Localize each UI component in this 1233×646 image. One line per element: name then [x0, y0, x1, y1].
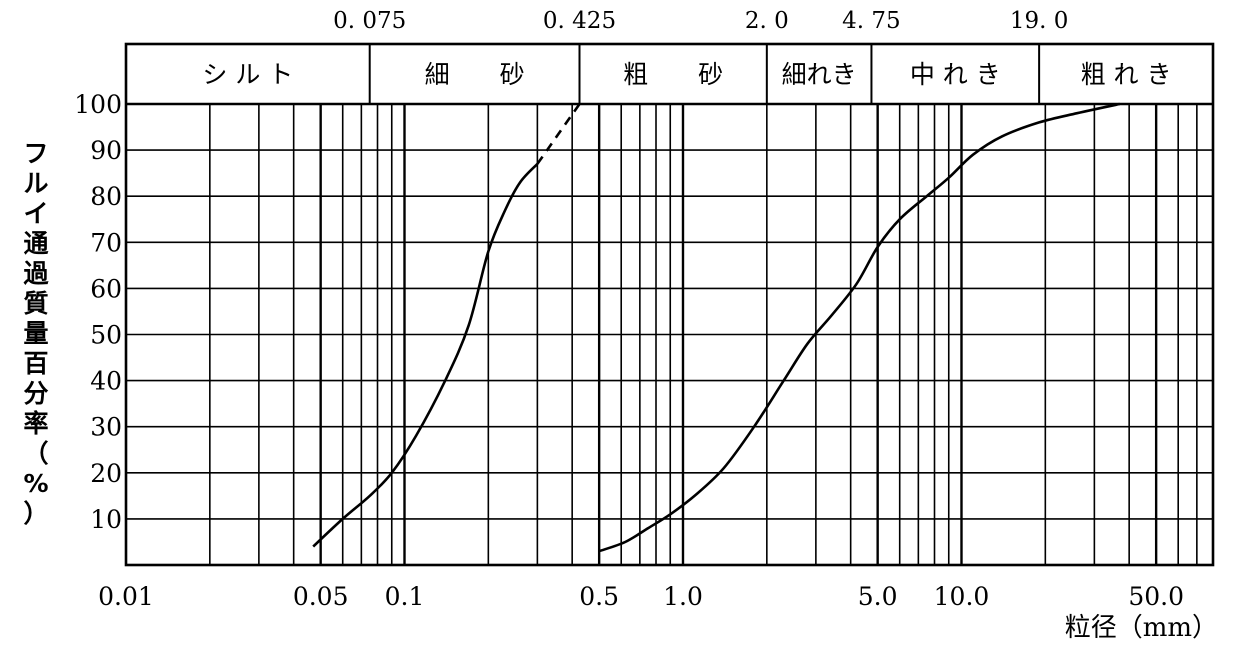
soil-class-label: 中 れ き	[910, 60, 1001, 89]
chart-frame	[124, 42, 1215, 567]
y-axis-label-char: フ	[23, 139, 48, 168]
x-tick-label: 1.0	[663, 582, 703, 611]
y-axis-label-char: 量	[23, 319, 48, 348]
y-axis-label-char: 質	[23, 289, 48, 318]
y-tick-label: 60	[90, 274, 122, 303]
gradation-curve	[598, 102, 1120, 553]
soil-class-label: 細 砂	[425, 60, 525, 89]
y-tick-label: 80	[90, 182, 122, 211]
y-tick-label: 40	[90, 367, 122, 396]
soil-class-label: シ ル ト	[202, 60, 293, 89]
x-tick-label: 0.05	[293, 582, 349, 611]
y-tick-label: 50	[90, 321, 122, 350]
y-axis-label: フルイ通過質量百分率（%）	[23, 139, 49, 528]
y-axis-label-char: 通	[23, 229, 48, 258]
y-tick-label: 10	[90, 505, 122, 534]
x-tick-label: 50.0	[1128, 582, 1184, 611]
boundary-label: 19. 0	[1010, 8, 1069, 34]
y-tick-label: 30	[90, 413, 122, 442]
boundary-label: 2. 0	[745, 8, 789, 34]
y-axis-label-char: イ	[23, 199, 48, 228]
y-axis-label-char: 過	[23, 259, 49, 288]
y-axis-label-char: ル	[23, 169, 48, 198]
y-axis-label-char: ）	[23, 499, 48, 528]
gradation-curve	[312, 162, 539, 548]
y-axis-label-char: 百	[23, 349, 48, 378]
grid-layer	[126, 103, 1213, 565]
curve-layer	[312, 102, 1120, 553]
y-tick-label: 70	[90, 228, 122, 257]
y-axis-label-char: 率	[23, 409, 48, 438]
boundary-label: 0. 075	[333, 8, 406, 34]
y-axis-label-char: （	[23, 439, 48, 468]
y-tick-label: 20	[90, 459, 122, 488]
x-tick-label: 0.1	[385, 582, 425, 611]
y-tick-label: 100	[74, 90, 122, 119]
boundary-label: 4. 75	[842, 8, 901, 34]
y-tick-label: 90	[90, 136, 122, 165]
gradation-curve-dashed	[536, 103, 581, 165]
soil-class-band: シ ル ト 細 砂 粗 砂 細れき 中 れ き 粗 れ き	[202, 44, 1172, 104]
y-axis-label-char: %	[23, 469, 48, 498]
label-layer: 0. 075 0. 425 2. 0 4. 75 19. 0 10 20 30 40 50 60 70…	[74, 8, 1184, 611]
x-tick-label: 0.01	[98, 582, 154, 611]
x-tick-label: 5.0	[858, 582, 898, 611]
x-axis-label: 粒径（mm）	[1065, 613, 1218, 643]
boundary-label: 0. 425	[543, 8, 616, 34]
x-tick-label: 0.5	[579, 582, 619, 611]
soil-class-label: 粗 砂	[623, 60, 723, 89]
frame-layer	[124, 42, 1215, 567]
soil-class-label: 粗 れ き	[1081, 60, 1172, 89]
soil-class-label: 細れき	[782, 60, 857, 89]
y-axis-label-char: 分	[23, 379, 48, 408]
x-tick-label: 10.0	[934, 582, 990, 611]
